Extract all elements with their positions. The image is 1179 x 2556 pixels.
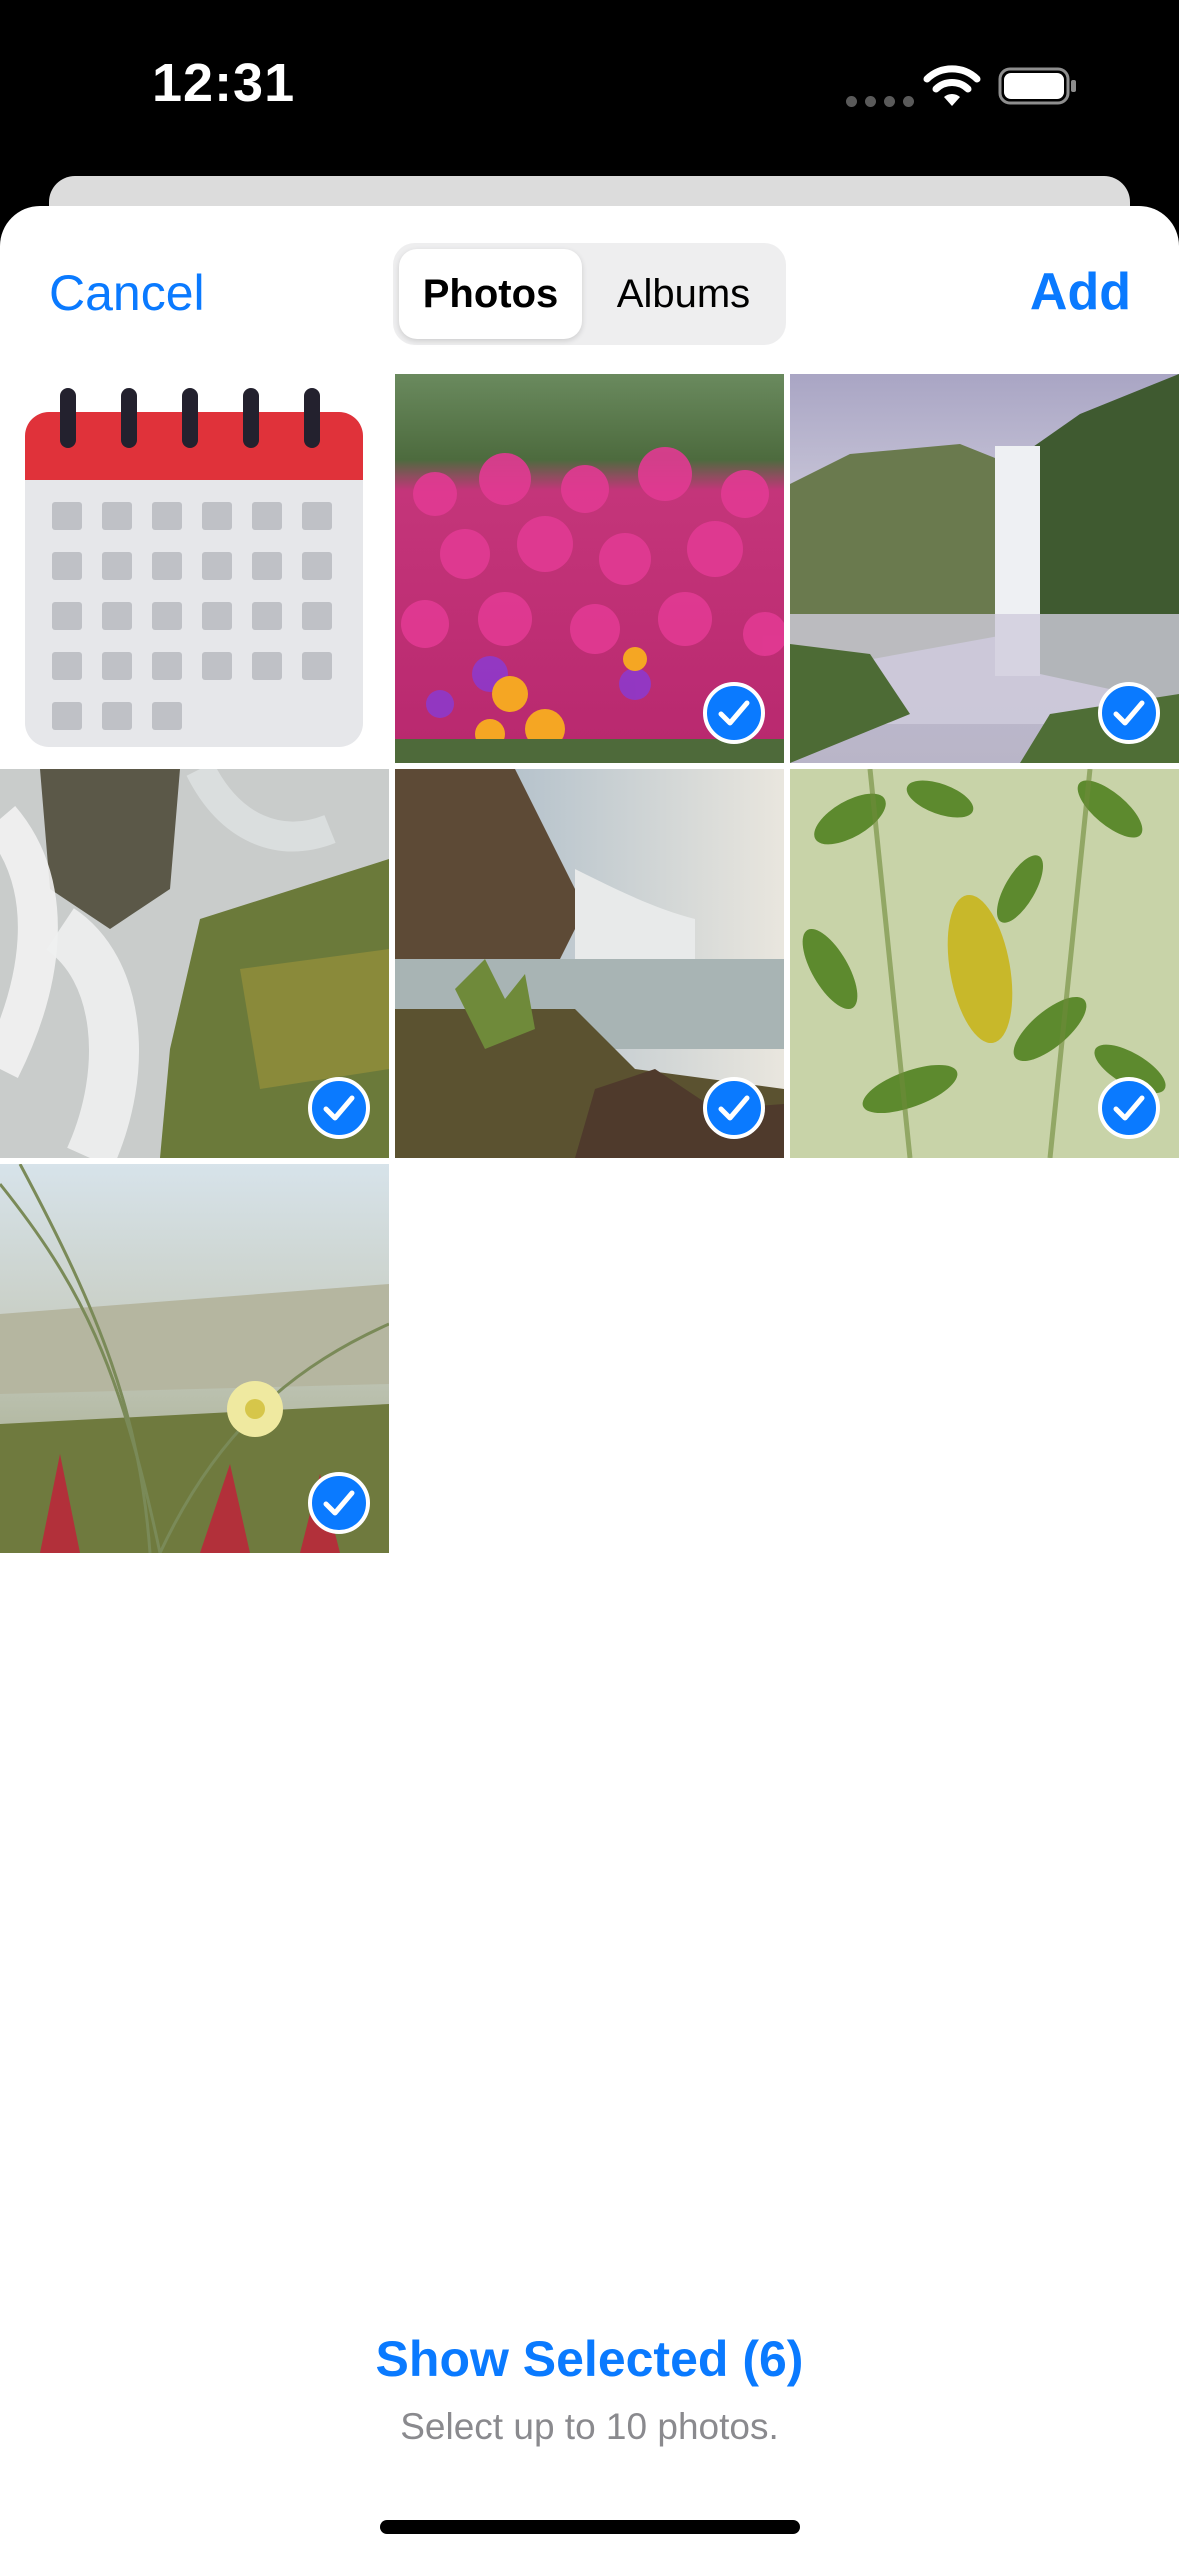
selected-checkmark-icon: [308, 1472, 370, 1534]
segment-photos[interactable]: Photos: [399, 249, 582, 339]
photo-beach-grass-flower: [0, 1164, 389, 1553]
segment-albums[interactable]: Albums: [616, 272, 751, 316]
home-indicator[interactable]: [380, 2520, 800, 2534]
photos-albums-segmented-control: Photos Albums: [393, 243, 786, 345]
grid-item-calendar[interactable]: [0, 374, 389, 763]
grid-item-beach-grass[interactable]: [0, 1164, 389, 1553]
cellular-signal-icon: [846, 96, 914, 107]
show-selected-button[interactable]: Show Selected (6): [375, 2331, 804, 2387]
status-bar: 12:31: [0, 0, 1179, 170]
selected-checkmark-icon: [703, 1077, 765, 1139]
status-time: 12:31: [152, 53, 296, 113]
grid-item-pink-flowers[interactable]: [395, 374, 784, 763]
grid-item-rushing-water[interactable]: [0, 769, 389, 1158]
photo-picker-sheet: Cancel Photos Albums Add: [0, 206, 1179, 2556]
grid-item-waterfall-cliff[interactable]: [790, 374, 1179, 763]
selected-checkmark-icon: [1098, 682, 1160, 744]
wifi-icon: [923, 65, 981, 106]
selected-checkmark-icon: [703, 682, 765, 744]
selection-limit-note: Select up to 10 photos.: [400, 2406, 779, 2447]
battery-icon: [998, 67, 1076, 105]
grid-item-waterfall-river[interactable]: [395, 769, 784, 1158]
grid-item-green-leaves[interactable]: [790, 769, 1179, 1158]
selected-checkmark-icon: [308, 1077, 370, 1139]
add-button[interactable]: Add: [1029, 263, 1131, 321]
cancel-button[interactable]: Cancel: [49, 265, 205, 321]
photo-rushing-water-rocks: [0, 769, 389, 1158]
calendar-icon: [0, 374, 389, 763]
selected-checkmark-icon: [1098, 1077, 1160, 1139]
